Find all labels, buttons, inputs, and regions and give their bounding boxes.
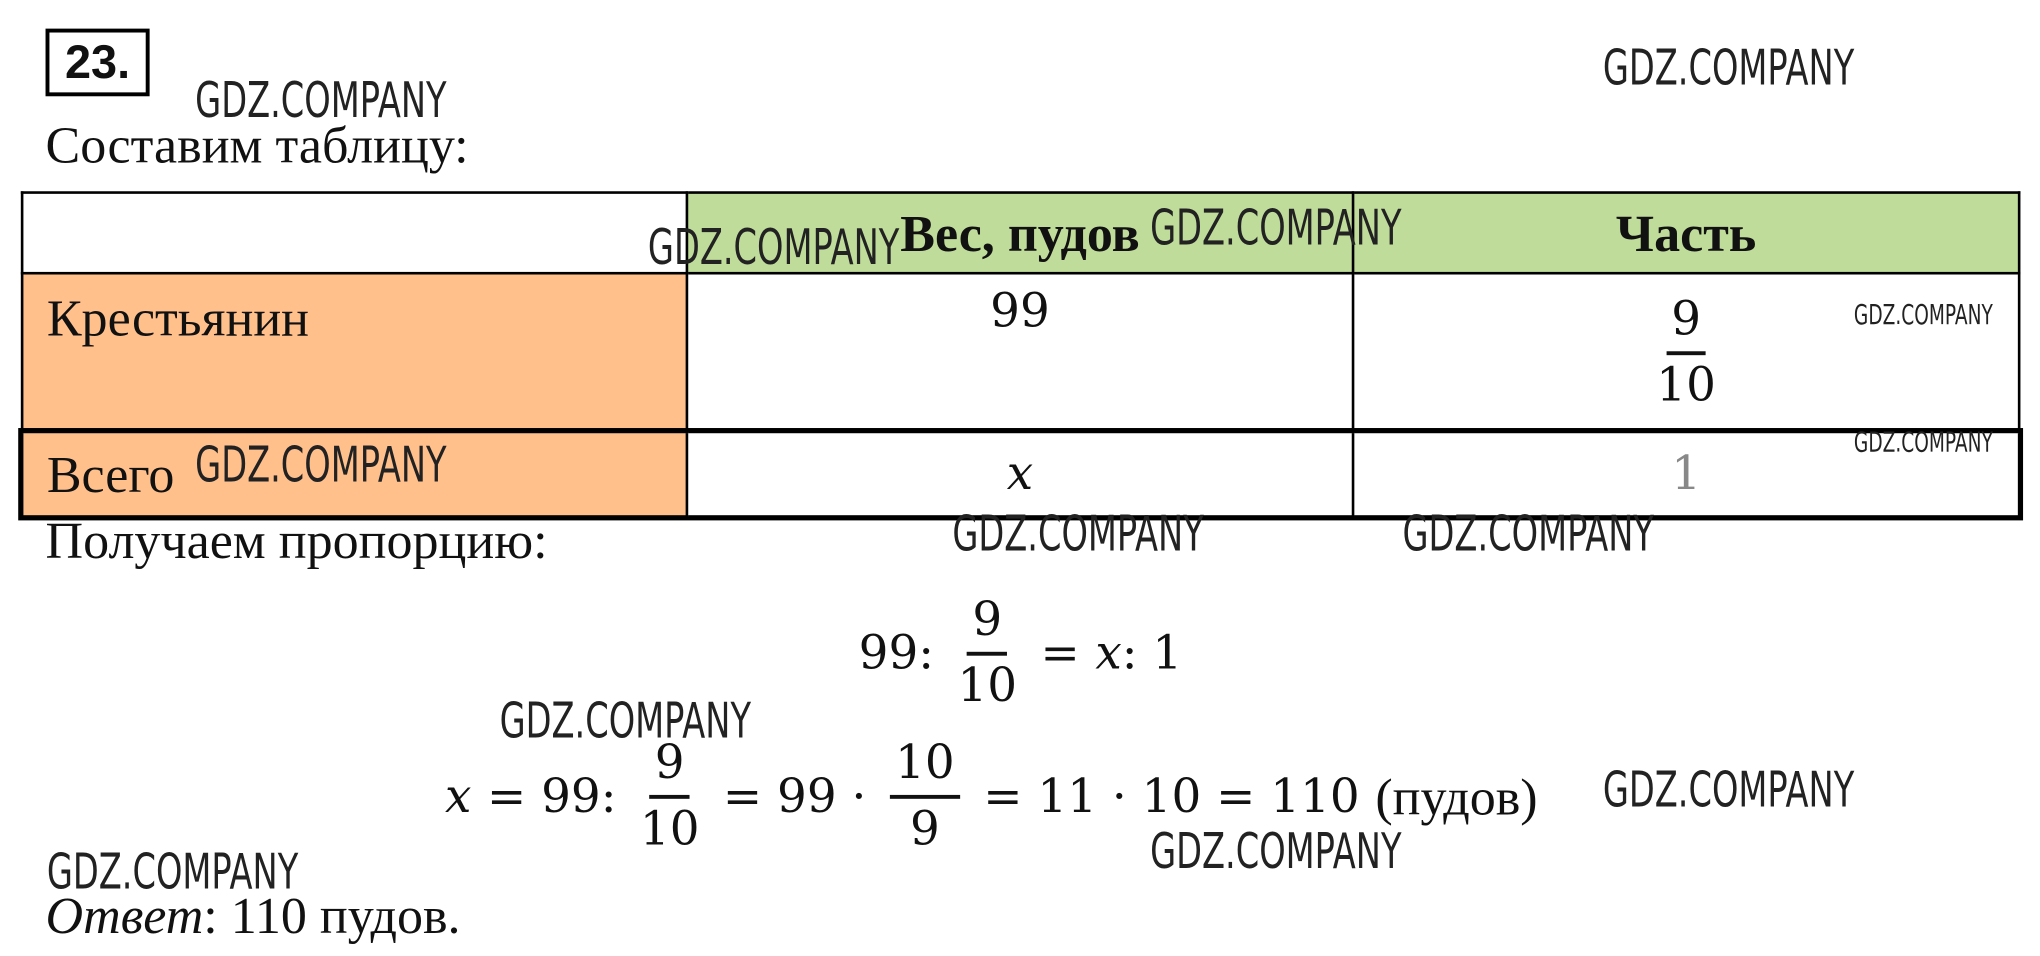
row-label: Крестьянин: [20, 271, 689, 434]
watermark: GDZ.COMPANY: [195, 71, 447, 129]
cell: 1: [1351, 430, 2021, 518]
watermark: GDZ.COMPANY: [1402, 504, 1654, 563]
numerator: 9: [967, 592, 1008, 656]
answer-text: : 110 пудов.: [203, 885, 461, 945]
numerator: 10: [889, 735, 960, 799]
math-text: = 99:: [486, 770, 617, 824]
numerator: 9: [1665, 291, 1707, 355]
watermark: GDZ.COMPANY: [1853, 426, 1993, 458]
watermark: GDZ.COMPANY: [46, 843, 299, 901]
watermark: GDZ.COMPANY: [1150, 199, 1402, 257]
watermark: GDZ.COMPANY: [647, 218, 900, 276]
cell: 99: [685, 271, 1355, 434]
problem-number: 23.: [45, 28, 150, 97]
table-row: Всего x 1: [18, 428, 2024, 521]
cell: 9 10: [1351, 271, 2021, 434]
header-empty: [20, 191, 689, 275]
variable: x: [1095, 627, 1122, 681]
denominator: 10: [1656, 358, 1716, 412]
denominator: 10: [639, 802, 700, 857]
math-text: : 1: [1121, 627, 1183, 681]
math-text: = 11 · 10 = 110: [983, 770, 1360, 824]
watermark: GDZ.COMPANY: [499, 692, 751, 750]
equation: 99: 9 10 = x : 1: [859, 592, 1183, 716]
math-text: =: [1040, 627, 1080, 681]
proportion-intro: Получаем пропорцию:: [45, 511, 548, 570]
watermark: GDZ.COMPANY: [1150, 822, 1402, 880]
answer-label: Ответ: [45, 885, 204, 945]
watermark: GDZ.COMPANY: [1602, 39, 1855, 97]
answer: Ответ: 110 пудов.: [46, 889, 461, 942]
row-label: Всего: [20, 430, 689, 518]
watermark: GDZ.COMPANY: [1602, 761, 1855, 819]
variable: x: [444, 770, 472, 824]
math-text: 99:: [858, 627, 935, 681]
fraction: 9 10: [957, 592, 1017, 716]
unit: (пудов): [1375, 767, 1538, 827]
table: Вес, пудов Часть Крестьянин 99 9 10 Всего…: [18, 191, 2024, 521]
fraction: 9 10: [640, 735, 700, 859]
watermark: GDZ.COMPANY: [195, 435, 447, 494]
header-cell: Вес, пудов: [685, 191, 1355, 275]
equation: x = 99: 9 10 = 99 · 10 9 = 11 · 10 = 110 (…: [445, 735, 1538, 859]
fraction: 9 10: [1656, 291, 1716, 415]
header-row: Вес, пудов Часть: [20, 191, 2021, 275]
denominator: 9: [909, 802, 940, 857]
header-cell: Часть: [1351, 191, 2021, 275]
intro: Составим таблицу:: [45, 115, 469, 175]
fraction: 10 9: [889, 735, 960, 859]
table-row: Крестьянин 99 9 10: [20, 271, 2021, 434]
denominator: 10: [957, 659, 1018, 713]
watermark: GDZ.COMPANY: [1853, 299, 1993, 331]
watermark: GDZ.COMPANY: [952, 504, 1204, 563]
numerator: 9: [649, 735, 690, 799]
math-text: = 99 ·: [722, 770, 867, 824]
cell: x: [685, 430, 1355, 518]
